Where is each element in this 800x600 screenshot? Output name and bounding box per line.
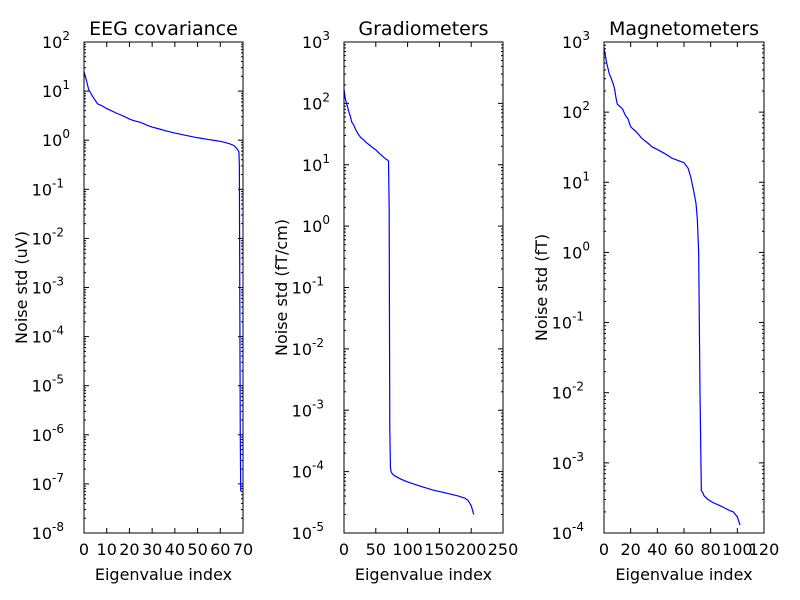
x-tick-label: 150 <box>424 540 455 559</box>
x-axis-label: Eigenvalue index <box>615 565 752 584</box>
y-tick-label: 10-1 <box>32 176 64 199</box>
y-tick-label: 10-4 <box>32 324 64 347</box>
chart-panel-1: 0 10 20 30 40 50 60 70 10-8 10-7 10-6 10-5 10-4 10-3 1… <box>12 18 253 584</box>
y-tick-label: 10-1 <box>552 310 584 333</box>
y-tick-label: 10-5 <box>32 373 64 396</box>
y-tick-label: 10-3 <box>32 275 64 298</box>
chart-title: EEG covariance <box>89 18 238 40</box>
y-tick-label: 10-3 <box>552 450 584 473</box>
y-tick-label: 10-1 <box>292 275 324 298</box>
y-axis-label: Noise std (fT/cm) <box>272 219 291 356</box>
y-tick-label: 10-5 <box>292 520 324 543</box>
series-line <box>344 89 475 515</box>
y-tick-label: 102 <box>562 99 590 122</box>
x-tick-label: 40 <box>647 540 667 559</box>
x-tick-label: 70 <box>233 540 253 559</box>
y-tick-label: 10-7 <box>32 471 64 494</box>
y-tick-label: 10-2 <box>32 225 64 248</box>
y-tick-label: 100 <box>562 239 590 262</box>
x-axis-label: Eigenvalue index <box>355 565 492 584</box>
x-axis-label: Eigenvalue index <box>95 565 232 584</box>
y-tick-label: 102 <box>302 90 330 113</box>
x-tick-label: 20 <box>119 540 139 559</box>
y-tick-label: 10-8 <box>32 520 64 543</box>
axes-frame <box>603 41 765 534</box>
y-axis-label: Noise std (uV) <box>12 231 31 344</box>
y-tick-label: 10-4 <box>292 459 324 482</box>
axes-frame <box>83 41 244 534</box>
y-tick-label: 10-2 <box>292 336 324 359</box>
x-tick-label: 30 <box>142 540 162 559</box>
x-tick-label: 60 <box>210 540 230 559</box>
y-tick-label: 100 <box>42 127 70 150</box>
x-tick-label: 0 <box>79 540 89 559</box>
y-tick-label: 10-6 <box>32 422 64 445</box>
y-tick-label: 101 <box>302 152 330 175</box>
chart-panel-3: 0 20 40 60 80 10012010-410-310-210-1100101102… <box>532 18 779 584</box>
series-line <box>604 48 741 526</box>
x-tick-label: 10 <box>97 540 117 559</box>
y-tick-label: 101 <box>562 169 590 192</box>
axes-frame <box>343 41 504 534</box>
x-tick-label: 50 <box>187 540 207 559</box>
y-tick-label: 102 <box>42 29 70 52</box>
x-tick-label: 0 <box>339 540 349 559</box>
x-tick-label: 20 <box>620 540 640 559</box>
x-tick-label: 100 <box>392 540 423 559</box>
y-tick-label: 103 <box>562 29 590 52</box>
chart-panel-2: 0 50 100 150 200 25010-510-410-310-210-110010… <box>272 18 518 584</box>
x-tick-label: 80 <box>700 540 720 559</box>
chart-title: Gradiometers <box>358 18 488 40</box>
x-tick-label: 0 <box>599 540 609 559</box>
y-tick-label: 103 <box>302 29 330 52</box>
y-tick-label: 100 <box>302 213 330 236</box>
series-line <box>84 71 242 492</box>
x-tick-label: 100 <box>722 540 753 559</box>
x-tick-label: 60 <box>674 540 694 559</box>
x-tick-label: 250 <box>488 540 519 559</box>
x-tick-label: 50 <box>366 540 386 559</box>
x-tick-label: 120 <box>749 540 780 559</box>
x-tick-label: 40 <box>165 540 185 559</box>
y-tick-label: 101 <box>42 78 70 101</box>
chart-title: Magnetometers <box>609 18 759 40</box>
y-tick-label: 10-3 <box>292 397 324 420</box>
y-tick-label: 10-4 <box>552 520 584 543</box>
y-tick-label: 10-2 <box>552 380 584 403</box>
x-tick-label: 200 <box>456 540 487 559</box>
y-axis-label: Noise std (fT) <box>532 234 551 341</box>
